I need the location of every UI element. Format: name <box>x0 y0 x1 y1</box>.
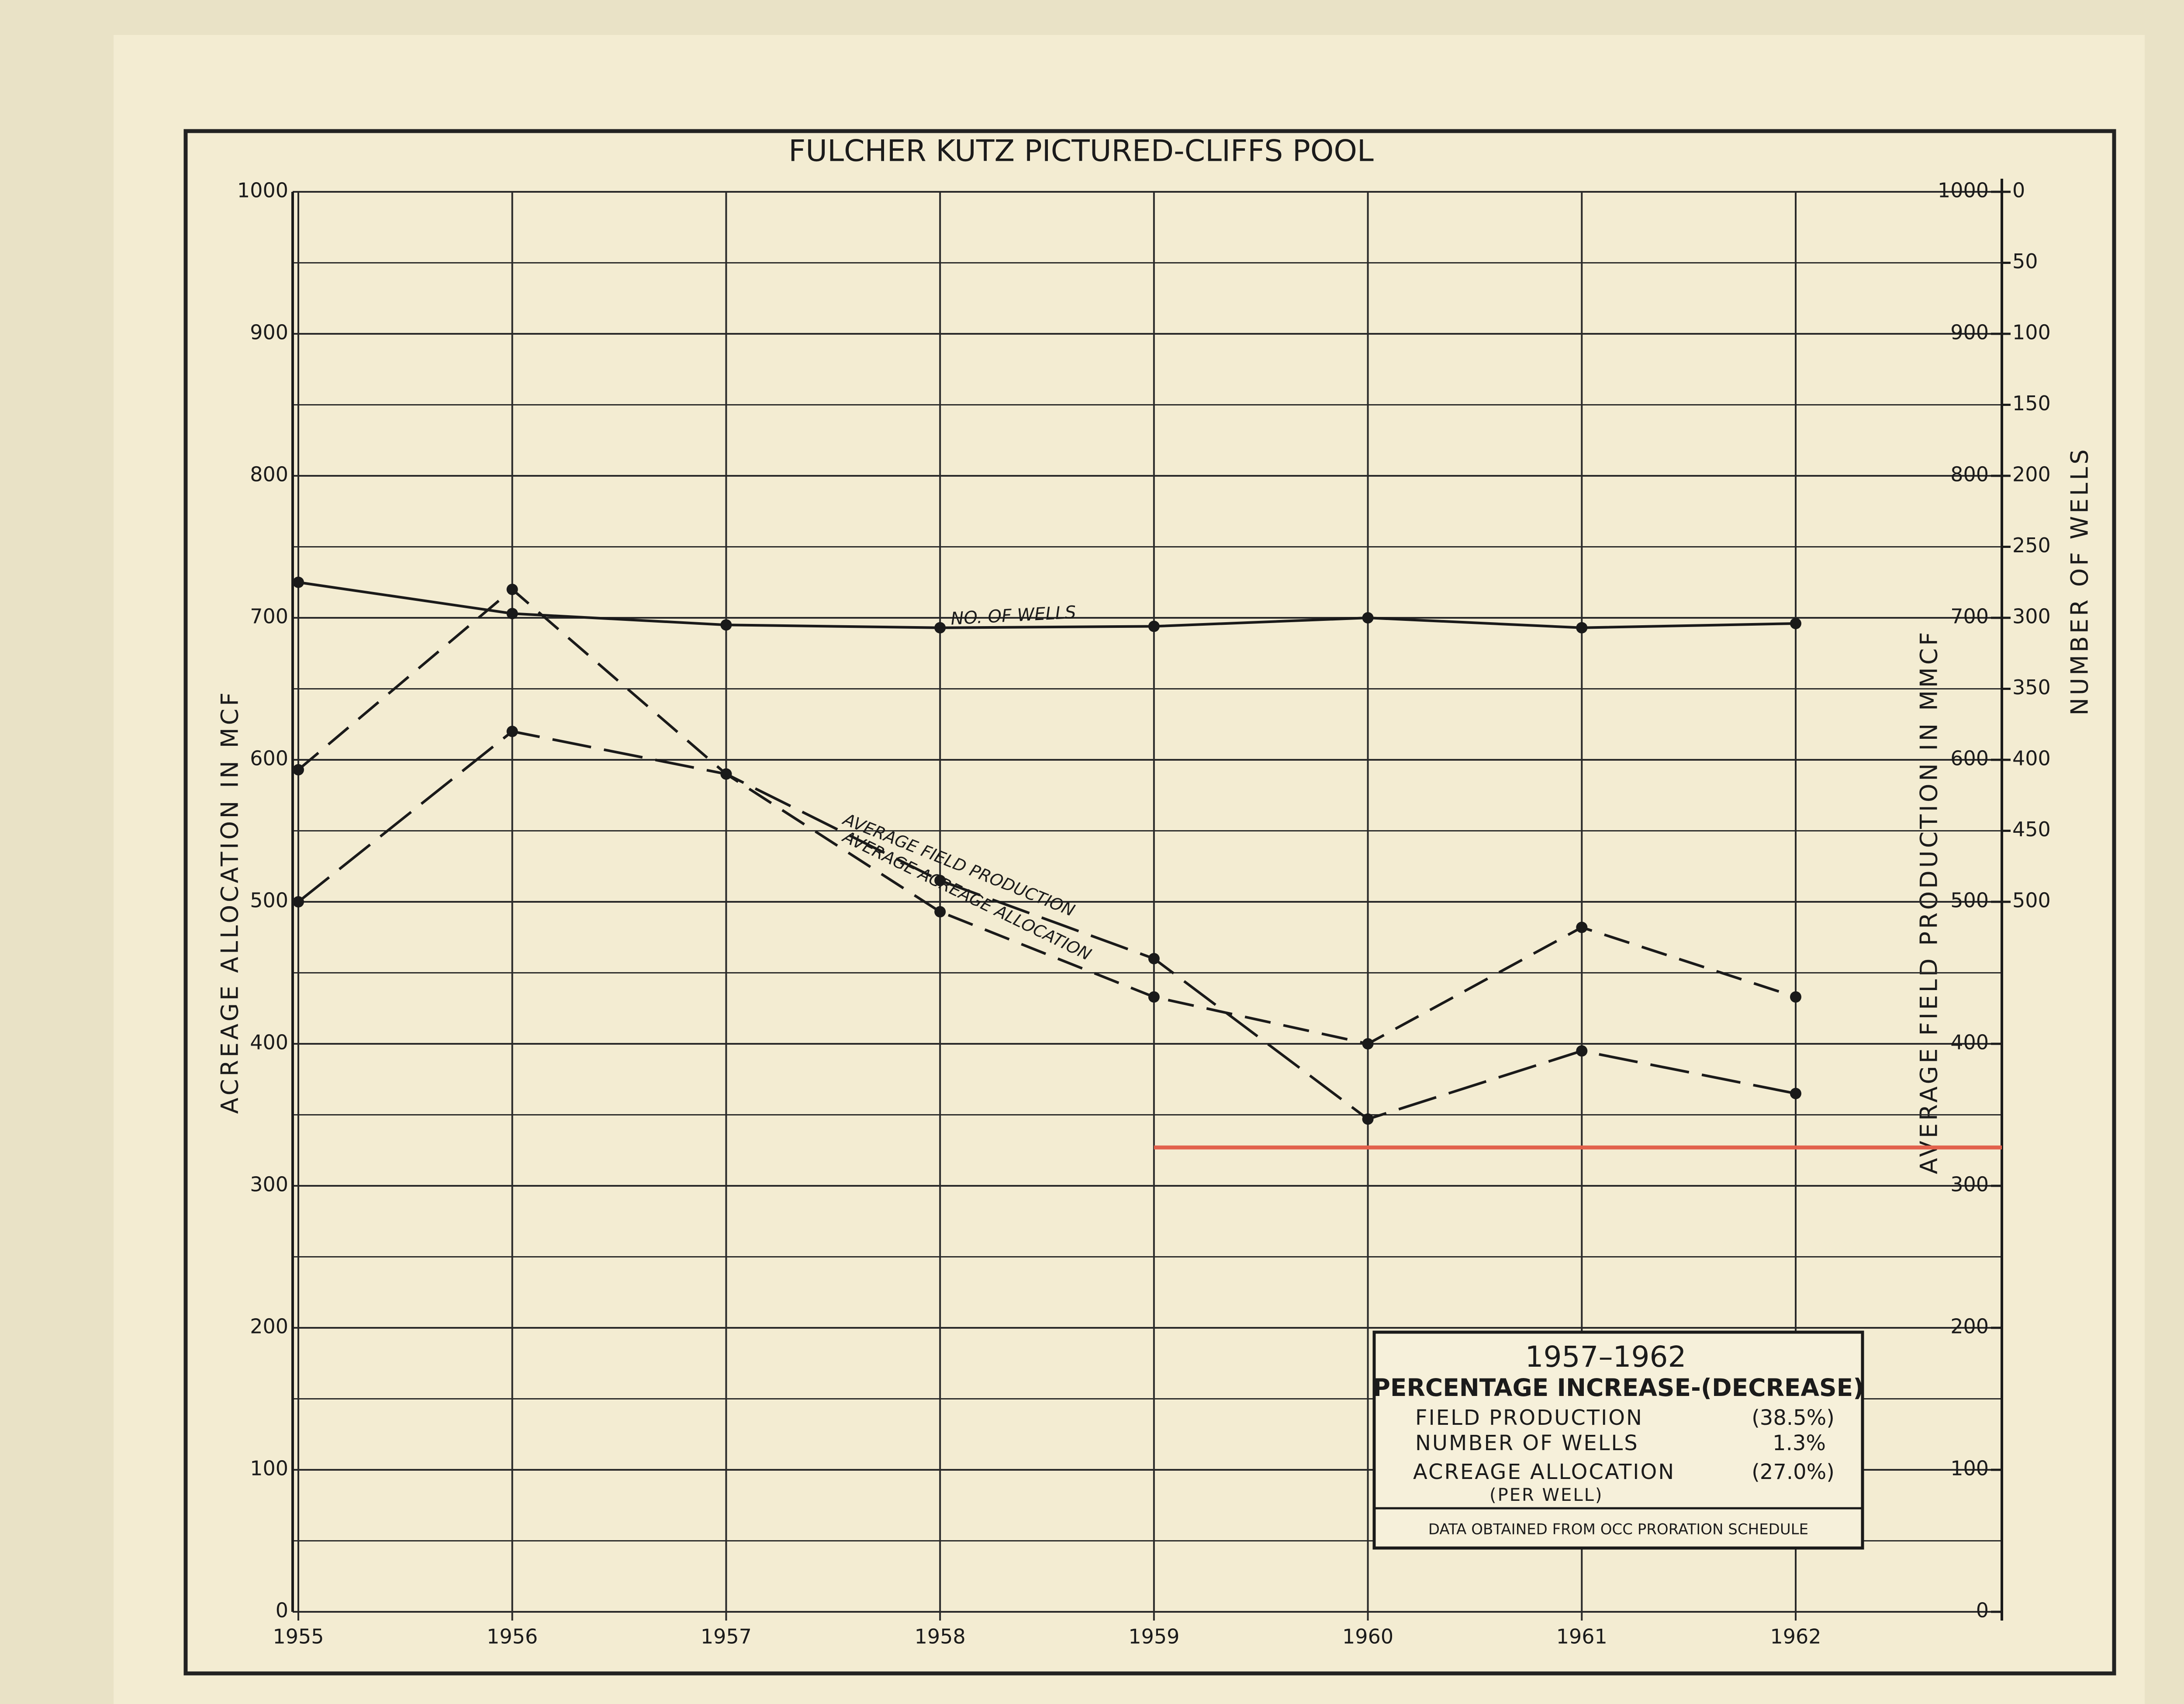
y2-tick-label: 900 <box>1950 321 1989 344</box>
y-tick-label: 200 <box>250 1315 288 1338</box>
summary-row-label: NUMBER OF WELLS <box>1415 1431 1639 1455</box>
y-tick-label: 400 <box>250 1031 288 1054</box>
y3-tick-label: 300 <box>2012 605 2051 628</box>
summary-box: 1957–1962 PERCENTAGE INCREASE-(DECREASE)… <box>1372 1330 1864 1550</box>
data-point <box>1576 622 1588 634</box>
data-point <box>1790 991 1801 1003</box>
frame <box>183 129 2116 1676</box>
y2-tick-label: 700 <box>1950 605 1989 628</box>
x-tick-label: 1956 <box>487 1625 538 1649</box>
y2-tick-label: 1000 <box>1938 179 1989 202</box>
y3-tick-label: 500 <box>2012 889 2051 912</box>
y-tick-label: 100 <box>250 1457 288 1480</box>
data-point <box>293 896 304 907</box>
data-point <box>720 619 732 631</box>
y2-tick-label: 500 <box>1950 889 1989 912</box>
data-point <box>934 906 946 918</box>
y-tick-label: 700 <box>250 605 288 628</box>
data-point <box>506 726 518 737</box>
summary-row-label: FIELD PRODUCTION <box>1415 1406 1643 1430</box>
y2-tick-label: 600 <box>1950 747 1989 770</box>
y2-tick-label: 800 <box>1950 463 1989 486</box>
y3-tick-label: 350 <box>2012 675 2051 699</box>
data-point <box>1148 620 1160 632</box>
summary-heading: 1957–1962 <box>1525 1340 1686 1374</box>
summary-row-value: 1.3% <box>1773 1431 1826 1455</box>
y2-tick-label: 100 <box>1950 1457 1989 1480</box>
y3-tick-label: 150 <box>2012 391 2051 415</box>
summary-subheading: PERCENTAGE INCREASE-(DECREASE) <box>1373 1374 1864 1402</box>
data-point <box>506 584 518 595</box>
x-tick-label: 1962 <box>1770 1625 1821 1649</box>
data-point <box>934 875 946 887</box>
data-point <box>1790 618 1801 629</box>
y2-tick-label: 300 <box>1950 1173 1989 1196</box>
y3-axis-title: NUMBER OF WELLS <box>2066 447 2094 715</box>
y2-tick-label: 0 <box>1976 1599 1989 1622</box>
series-line <box>297 588 1796 1046</box>
y2-tick-label: 200 <box>1950 1315 1989 1338</box>
data-point <box>1362 612 1374 623</box>
series-line <box>297 730 1796 1121</box>
summary-row-note: (PER WELL) <box>1489 1485 1603 1505</box>
data-point <box>1148 991 1160 1003</box>
x-tick-label: 1955 <box>273 1625 324 1649</box>
data-point <box>1576 1045 1588 1057</box>
y-tick-label: 0 <box>276 1599 288 1622</box>
data-point <box>720 768 732 780</box>
summary-source: DATA OBTAINED FROM OCC PRORATION SCHEDUL… <box>1428 1521 1808 1538</box>
x-tick-label: 1961 <box>1556 1625 1607 1649</box>
y3-tick-label: 0 <box>2012 179 2025 202</box>
x-tick-label: 1957 <box>701 1625 752 1649</box>
data-point <box>1148 953 1160 964</box>
y3-tick-label: 200 <box>2012 463 2051 486</box>
y-tick-label: 600 <box>250 747 288 770</box>
y3-tick-label: 400 <box>2012 747 2051 770</box>
summary-frame <box>1372 1330 1864 1550</box>
summary-row-value: (27.0%) <box>1752 1460 1835 1484</box>
y-tick-label: 900 <box>250 321 288 344</box>
y-tick-label: 500 <box>250 889 288 912</box>
y-tick-label: 800 <box>250 463 288 486</box>
y3-tick-label: 50 <box>2012 249 2038 273</box>
y3-tick-label: 250 <box>2012 533 2051 557</box>
summary-row-label: ACREAGE ALLOCATION <box>1413 1460 1675 1484</box>
data-point <box>293 764 304 776</box>
x-tick-label: 1958 <box>915 1625 966 1649</box>
series-line <box>298 581 1796 629</box>
summary-row-value: (38.5%) <box>1752 1406 1835 1430</box>
data-point <box>1790 1088 1801 1099</box>
x-tick-label: 1959 <box>1128 1625 1179 1649</box>
y-tick-label: 300 <box>250 1173 288 1196</box>
data-point <box>1362 1038 1374 1049</box>
y-axis-title: ACREAGE ALLOCATION IN MCF <box>216 690 244 1114</box>
data-point <box>293 576 304 588</box>
x-tick-label: 1960 <box>1342 1625 1393 1649</box>
chart-title: FULCHER KUTZ PICTURED-CLIFFS POOL <box>788 134 1374 169</box>
y3-tick-label: 450 <box>2012 817 2051 841</box>
y-tick-label: 1000 <box>237 179 288 202</box>
y2-tick-label: 400 <box>1950 1031 1989 1054</box>
data-point <box>934 622 946 634</box>
data-point <box>1576 921 1588 933</box>
data-point <box>506 608 518 620</box>
y3-tick-label: 100 <box>2012 321 2051 344</box>
data-point <box>1362 1113 1374 1125</box>
